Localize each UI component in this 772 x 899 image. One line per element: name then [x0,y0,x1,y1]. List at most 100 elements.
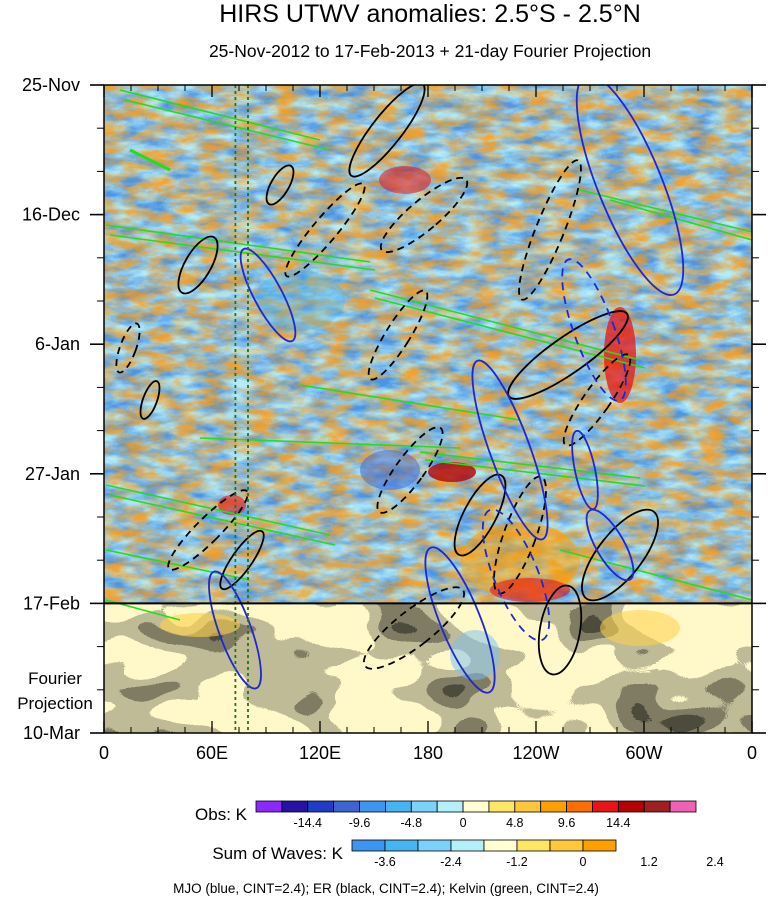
mjo-contours [208,85,685,694]
colorbar-tick-label: 0 [460,816,467,830]
colorbar-swatch [643,800,671,813]
er-contour [367,289,429,381]
colorbar-swatch [385,800,412,813]
x-tick-label: 60W [625,743,662,763]
colorbar-swatch [281,800,309,813]
colorbar-swatch [410,800,438,813]
er-contour [537,584,583,676]
colorbar-swatch [582,839,617,852]
projection-blob [600,610,680,646]
colorbar-swatch [514,800,542,813]
longitude-markers [234,85,249,733]
x-axis: 0 60E 120E 180 120W 60W 0 [99,85,757,763]
y-tick-label: 16-Dec [22,205,80,225]
y-tick-label: 27-Jan [25,464,80,484]
kelvin-contour [369,289,646,369]
colorbar-tick-label: -3.6 [374,855,396,869]
mjo-contour [561,258,627,402]
er-contour [139,380,161,420]
colorbar-tick-label: -9.6 [349,816,371,830]
colorbar-swatch [450,839,485,852]
colorbar-tick-label: 9.6 [558,816,575,830]
colorbar-swatch [669,800,697,813]
colorbar-tick-label: 14.4 [606,816,630,830]
er-contour [379,176,469,254]
colorbar-swatch [540,800,567,813]
x-tick-label: 120W [512,743,559,763]
kelvin-contours [105,89,752,621]
colorbar-swatch [617,800,645,813]
obs-colorbar-label: Obs: K [195,805,248,824]
colorbar-swatch [549,839,584,852]
projection-label-line2: Projection [17,694,93,713]
anomaly-blob [379,166,431,194]
obs-highlights [218,166,636,602]
er-contour [363,586,465,670]
colorbar-swatch [307,800,335,813]
kelvin-contour [129,148,171,172]
obs-field-texture [104,85,752,603]
anomaly-blob [218,495,246,515]
kelvin-contour [105,484,336,546]
er-contour [581,508,659,602]
er-contour [518,159,582,301]
colorbar-swatch [516,839,551,852]
mjo-contour [471,359,549,541]
chart-title: HIRS UTWV anomalies: 2.5°S - 2.5°N [219,0,641,28]
er-contour [167,489,249,571]
kelvin-contour [299,384,521,421]
y-axis: 25-Nov 16-Dec 6-Jan 27-Jan 17-Feb 10-Mar [22,75,766,743]
x-tick-label: 0 [747,743,757,763]
obs-colorbar: -14.4 -9.6 -4.8 0 4.8 9.6 14.4 [255,800,697,830]
projection-blob [160,613,240,637]
colorbar-swatch [384,839,419,852]
y-tick-label: 25-Nov [22,75,80,95]
anomaly-blob [360,450,420,490]
x-tick-label: 60E [196,743,228,763]
contour-caption: MJO (blue, CINT=2.4); ER (black, CINT=2.… [173,881,599,896]
y-tick-label: 10-Mar [23,723,80,743]
mjo-contour [424,546,496,694]
colorbar-tick-label: 4.8 [506,816,523,830]
er-contour [493,475,547,595]
er-contour [376,426,444,514]
colorbar-swatch [359,800,386,813]
mjo-contour [481,508,551,642]
colorbar-tick-label: -4.8 [401,816,423,830]
mjo-contour [585,508,635,582]
er-contour [453,473,507,557]
chart-subtitle: 25-Nov-2012 to 17-Feb-2013 + 21-day Four… [209,41,651,61]
anomaly-blob [428,462,476,482]
kelvin-contour [199,437,646,487]
colorbar-swatch [417,839,452,852]
waves-colorbar-label: Sum of Waves: K [212,844,343,863]
colorbar-tick-label: -1.2 [506,855,528,869]
y-tick-label: 6-Jan [35,334,80,354]
kelvin-contour [119,89,331,151]
anomaly-blob [460,522,580,598]
colorbar-swatch [488,800,516,813]
er-contour [177,235,219,295]
wave-contours [105,85,752,694]
colorbar-swatch [255,800,283,813]
colorbar-tick-label: 2.4 [706,855,723,869]
er-contour [284,182,366,278]
colorbar-swatch [483,839,518,852]
er-contour [562,353,632,447]
waves-colorbar: -3.6-2.4-1.201.22.43.6 [351,839,724,869]
anomaly-blob [490,578,570,602]
er-contour [265,164,295,206]
er-contour [219,529,265,591]
colorbar-tick-label: -14.4 [294,816,323,830]
colorbar-tick-label: 0 [580,855,587,869]
colorbar-swatch [566,800,593,813]
colorbar-tick-label: 1.2 [640,855,657,869]
er-contours [115,85,659,676]
plot-area [103,84,753,734]
colorbar-swatch [333,800,360,813]
projection-highlights [160,610,680,680]
y-tick-label: 17-Feb [23,593,80,613]
colorbar-tick-label: -2.4 [440,855,462,869]
er-contour [348,85,426,178]
